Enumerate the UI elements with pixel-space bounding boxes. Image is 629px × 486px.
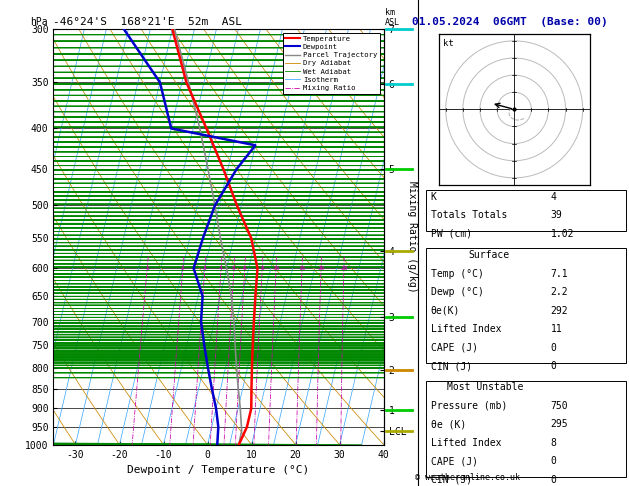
Text: θe (K): θe (K) [431, 419, 466, 430]
Text: 10: 10 [272, 266, 280, 271]
Text: Pressure (mb): Pressure (mb) [431, 401, 507, 411]
Text: 3: 3 [203, 266, 206, 271]
Text: 01.05.2024  06GMT  (Base: 00): 01.05.2024 06GMT (Base: 00) [412, 17, 608, 27]
Text: PW (cm): PW (cm) [431, 229, 472, 239]
Text: -46°24'S  168°21'E  52m  ASL: -46°24'S 168°21'E 52m ASL [53, 17, 242, 27]
Text: kt: kt [443, 38, 454, 48]
Text: 28: 28 [340, 266, 348, 271]
Y-axis label: Mixing Ratio (g/kg): Mixing Ratio (g/kg) [408, 181, 417, 293]
Text: © weatheronline.co.uk: © weatheronline.co.uk [415, 473, 520, 482]
Legend: Temperature, Dewpoint, Parcel Trajectory, Dry Adiabat, Wet Adiabat, Isotherm, Mi: Temperature, Dewpoint, Parcel Trajectory… [282, 33, 380, 94]
Text: Most Unstable: Most Unstable [447, 382, 523, 393]
Text: 6: 6 [243, 266, 247, 271]
Text: 1.02: 1.02 [550, 229, 574, 239]
Text: 7.1: 7.1 [550, 269, 568, 279]
Text: 0: 0 [550, 475, 556, 485]
X-axis label: Dewpoint / Temperature (°C): Dewpoint / Temperature (°C) [128, 465, 309, 475]
Text: 11: 11 [550, 324, 562, 334]
Text: 0: 0 [550, 343, 556, 353]
Text: km
ASL: km ASL [386, 8, 400, 27]
Text: 39: 39 [550, 210, 562, 221]
Text: 8: 8 [260, 266, 264, 271]
Text: K: K [431, 192, 437, 202]
Text: Totals Totals: Totals Totals [431, 210, 507, 221]
Text: 1: 1 [145, 266, 149, 271]
Text: 4: 4 [550, 192, 556, 202]
Text: 295: 295 [550, 419, 568, 430]
Text: CIN (J): CIN (J) [431, 361, 472, 371]
Text: Dewp (°C): Dewp (°C) [431, 287, 484, 297]
Text: 0: 0 [550, 361, 556, 371]
Text: 2: 2 [181, 266, 184, 271]
Text: 0: 0 [550, 456, 556, 467]
Text: 15: 15 [298, 266, 306, 271]
Text: 20: 20 [317, 266, 325, 271]
Text: 5: 5 [232, 266, 236, 271]
Text: θe(K): θe(K) [431, 306, 460, 316]
Text: CAPE (J): CAPE (J) [431, 456, 478, 467]
Text: Lifted Index: Lifted Index [431, 324, 501, 334]
Text: 750: 750 [550, 401, 568, 411]
Text: Lifted Index: Lifted Index [431, 438, 501, 448]
Text: CIN (J): CIN (J) [431, 475, 472, 485]
Text: 4: 4 [219, 266, 223, 271]
Text: 2.2: 2.2 [550, 287, 568, 297]
Text: 8: 8 [550, 438, 556, 448]
Text: hPa: hPa [30, 17, 48, 27]
Text: CAPE (J): CAPE (J) [431, 343, 478, 353]
Text: Temp (°C): Temp (°C) [431, 269, 484, 279]
Text: Surface: Surface [469, 250, 509, 260]
Text: 292: 292 [550, 306, 568, 316]
